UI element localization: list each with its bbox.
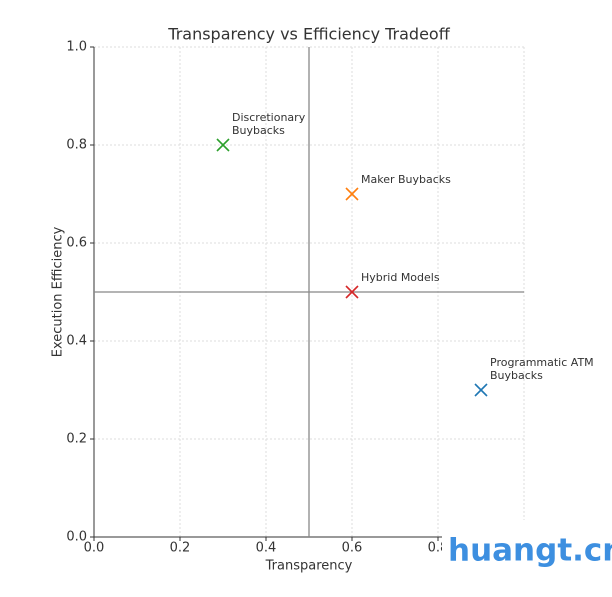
y-axis-label: Execution Efficiency [51,226,66,357]
point-label: Buybacks [490,369,543,382]
watermark: huangt.cn [448,533,612,569]
y-tick-label: 0.2 [66,432,87,447]
point [216,138,230,152]
x-tick-label: 0.0 [84,541,105,556]
y-tick-label: 0.8 [66,138,87,153]
x-axis-label: Transparency [265,559,353,574]
x-tick-label: 0.6 [342,541,363,556]
point-stroke [474,383,488,397]
y-tick-label: 0.6 [66,236,87,251]
y-tick-label: 1.0 [66,40,87,55]
point-label: Discretionary [232,111,306,124]
point [345,285,359,299]
x-tick-label: 0.2 [170,541,191,556]
point-stroke [345,187,359,201]
chart-title: Transparency vs Efficiency Tradeoff [167,25,450,44]
y-tick-label: 0.4 [66,334,87,349]
point [474,383,488,397]
point-stroke [216,138,230,152]
point-stroke [345,285,359,299]
watermark-bg [442,520,612,580]
point-label: Maker Buybacks [361,173,451,186]
point-label: Hybrid Models [361,271,440,284]
x-tick-label: 0.4 [256,541,277,556]
point [345,187,359,201]
point-label: Buybacks [232,124,285,137]
point-label: Programmatic ATM [490,356,594,369]
y-tick-label: 0.0 [66,530,87,545]
